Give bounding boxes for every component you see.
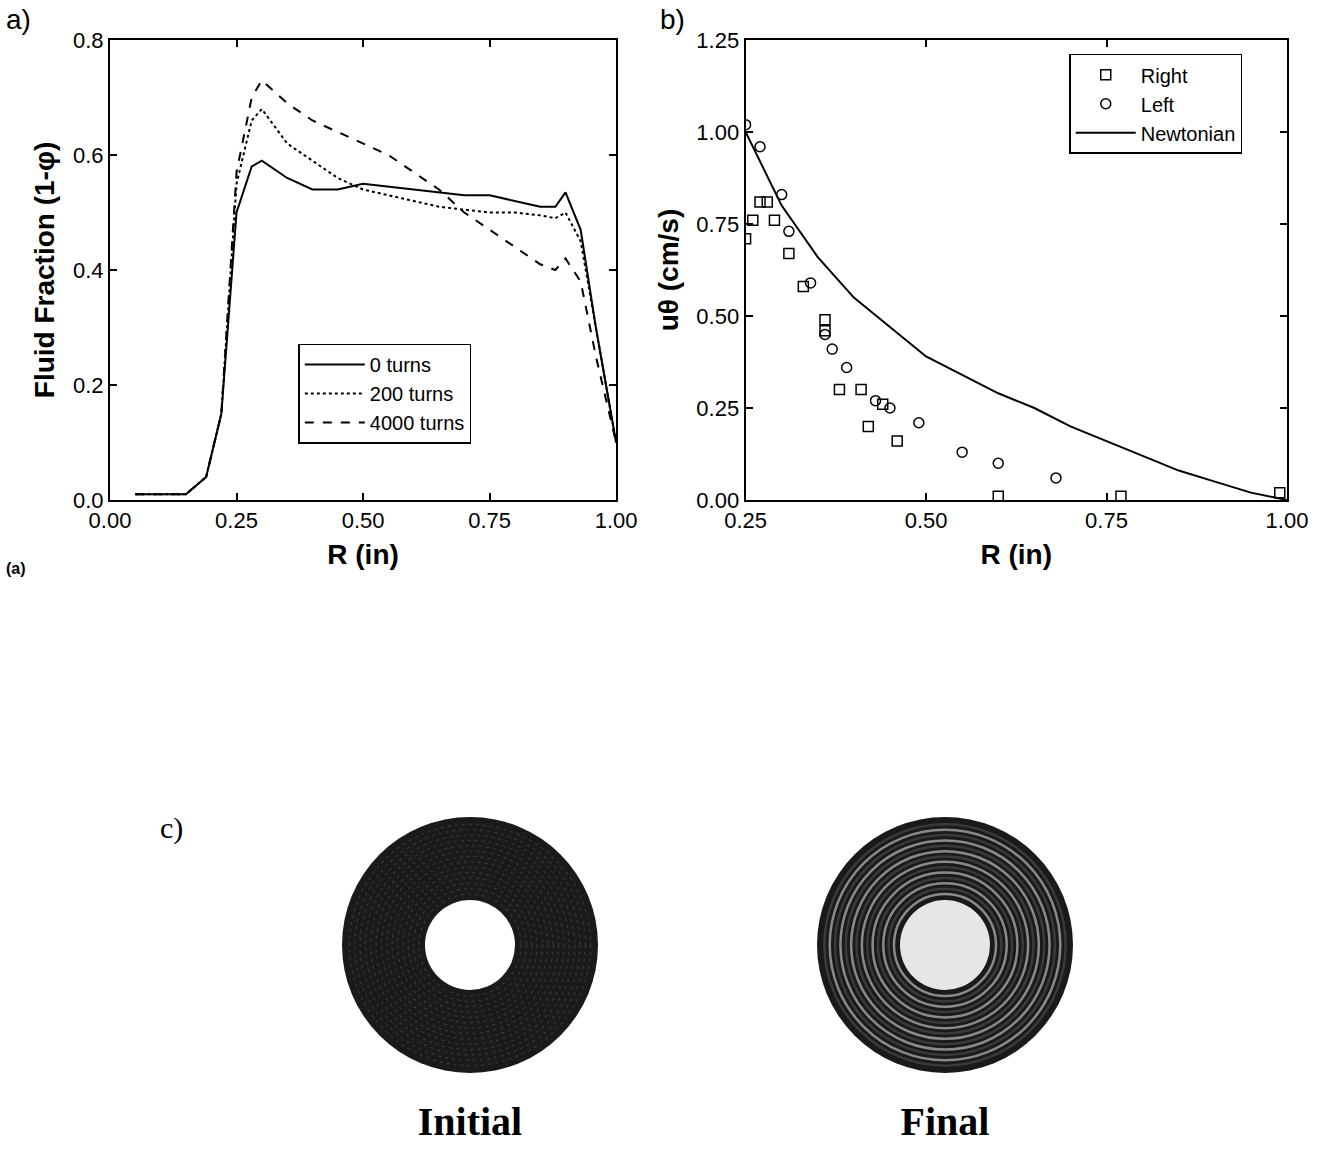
- svg-text:0.25: 0.25: [724, 508, 767, 533]
- svg-text:c): c): [160, 811, 183, 845]
- svg-text:1.25: 1.25: [696, 28, 739, 53]
- html-text:(a): (a): [6, 560, 26, 577]
- svg-text:uθ (cm/s): uθ (cm/s): [653, 209, 684, 332]
- svg-text:0.8: 0.8: [73, 28, 104, 53]
- svg-text:Final: Final: [901, 1099, 990, 1144]
- svg-text:Right: Right: [1141, 65, 1188, 87]
- svg-text:0.4: 0.4: [73, 258, 104, 283]
- svg-text:0.50: 0.50: [696, 304, 739, 329]
- svg-text:1.00: 1.00: [1266, 508, 1309, 533]
- html-text:a): a): [6, 4, 31, 35]
- svg-text:200 turns: 200 turns: [370, 383, 453, 405]
- svg-text:Fluid Fraction (1-φ): Fluid Fraction (1-φ): [29, 142, 60, 398]
- svg-text:Newtonian: Newtonian: [1141, 123, 1236, 145]
- svg-text:1.00: 1.00: [595, 508, 638, 533]
- html-text:b): b): [660, 4, 685, 35]
- svg-text:Left: Left: [1141, 94, 1175, 116]
- svg-text:4000 turns: 4000 turns: [370, 412, 465, 434]
- svg-text:0.75: 0.75: [1085, 508, 1128, 533]
- svg-text:0 turns: 0 turns: [370, 354, 431, 376]
- svg-text:0.2: 0.2: [73, 373, 104, 398]
- svg-text:R (in): R (in): [981, 539, 1053, 570]
- svg-text:0.75: 0.75: [468, 508, 511, 533]
- svg-text:0.6: 0.6: [73, 143, 104, 168]
- svg-text:Initial: Initial: [418, 1099, 522, 1144]
- svg-text:R (in): R (in): [327, 539, 399, 570]
- svg-text:0.25: 0.25: [215, 508, 258, 533]
- svg-text:1.00: 1.00: [696, 120, 739, 145]
- svg-text:0.0: 0.0: [73, 488, 104, 513]
- svg-text:0.00: 0.00: [696, 488, 739, 513]
- svg-text:0.50: 0.50: [342, 508, 385, 533]
- svg-text:0.25: 0.25: [696, 396, 739, 421]
- svg-text:0.75: 0.75: [696, 212, 739, 237]
- svg-text:0.50: 0.50: [905, 508, 948, 533]
- svg-text:0.00: 0.00: [89, 508, 132, 533]
